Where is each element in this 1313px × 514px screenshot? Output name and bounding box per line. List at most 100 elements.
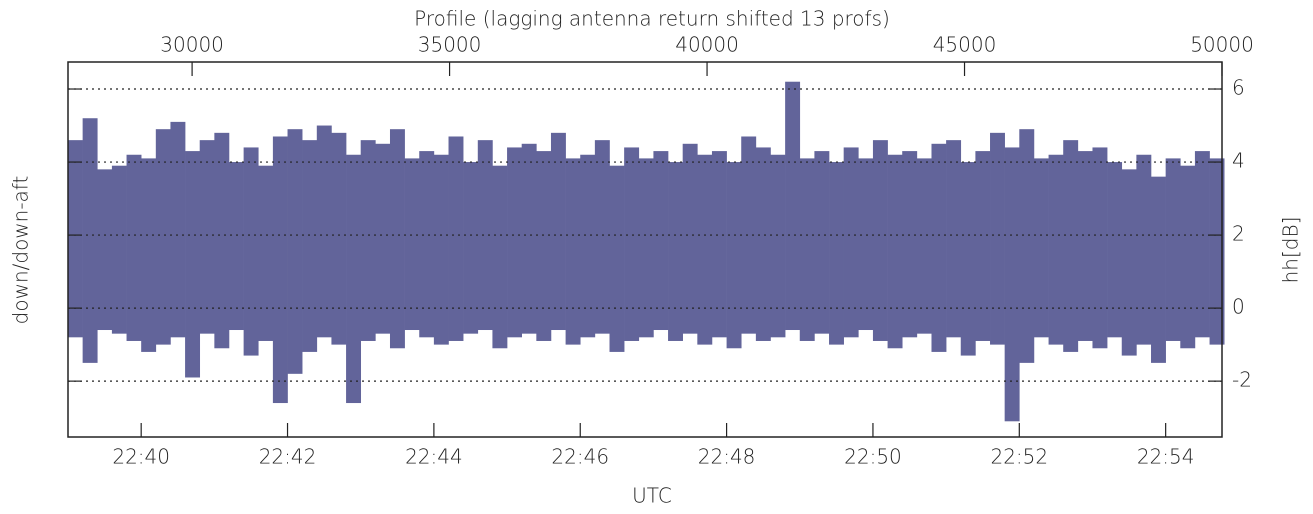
plot-frame [67,61,1223,438]
range-bar [82,118,98,363]
x-tick-label: 22:40 [112,445,170,469]
range-bar [843,147,859,338]
x2-tick-label: 45000 [933,33,997,57]
y2-axis-label: hh[dB] [1279,217,1303,284]
x-tick-label: 22:44 [405,445,463,469]
range-bar [228,162,244,331]
range-bar [565,158,581,345]
range-bar [272,136,288,404]
range-bar [316,125,332,338]
range-bar [375,143,391,334]
y-axis-label: down/down-aft [9,176,33,325]
range-bar [97,169,113,331]
x-tick-label: 22:54 [1137,445,1195,469]
range-bar [331,132,347,345]
range-bar [755,147,771,341]
y2-tick-label: 4 [1232,149,1245,173]
range-bar [550,132,566,331]
range-bar [463,162,479,334]
range-bar [960,162,976,356]
range-bar [1077,151,1093,341]
range-bar [521,143,537,334]
range-bar [1151,176,1166,363]
range-bar [726,162,742,349]
range-bar [507,147,522,338]
range-bar [477,140,493,331]
range-bar [858,158,874,331]
range-bar [594,140,610,334]
range-bar [141,158,157,352]
range-bar [1004,147,1020,422]
x-tick-label: 22:52 [990,445,1048,469]
range-bar [1063,140,1079,352]
range-bar [346,154,362,404]
y2-tick-label: 2 [1232,222,1245,246]
range-bar [814,151,830,334]
y2-tick-label: 6 [1232,76,1245,100]
range-bar [1092,147,1108,349]
x-tick-label: 22:50 [844,445,902,469]
range-bar [711,151,727,338]
x-tick-label: 22:46 [551,445,609,469]
range-bar [536,151,552,341]
range-bar [199,140,215,334]
range-bar [609,165,625,352]
range-bar [931,143,947,352]
range-bar [1048,154,1064,345]
range-bar [1033,158,1049,338]
range-bar [697,154,713,345]
range-bar [902,151,918,338]
range-bar [1165,158,1181,341]
x-axis-label: UTC [632,484,672,508]
range-bar [1136,154,1152,345]
x-tick-label: 22:42 [259,445,317,469]
range-bar [111,165,127,334]
range-bar [243,147,259,356]
range-bar [916,158,932,334]
range-bar [1121,169,1137,356]
range-bar [785,81,801,331]
x2-tick-label: 40000 [675,33,739,57]
range-bar [946,140,962,338]
range-bar [1209,158,1225,345]
range-bar [990,132,1005,345]
chart-title: Profile (lagging antenna return shifted … [414,7,890,31]
range-bar [492,165,508,349]
range-bar [799,158,815,341]
range-bar [155,129,171,345]
range-bar [1194,151,1210,338]
range-bar [170,121,186,338]
range-bar [624,147,640,341]
range-bar [975,151,991,341]
range-bar [419,151,435,338]
range-bar [1019,129,1035,363]
range-bar [302,140,318,352]
range-bar [126,154,142,341]
range-bar [389,129,405,349]
x2-tick-label: 50000 [1190,33,1254,57]
range-bar [287,129,303,374]
x2-tick-label: 30000 [160,33,224,57]
x-tick-label: 22:48 [698,445,756,469]
range-bar [448,136,464,341]
y2-tick-label: -2 [1232,368,1252,392]
range-bar [185,151,201,378]
range-bar [258,165,274,341]
range-bar [68,140,83,338]
range-bar [404,158,420,331]
y2-tick-label: 0 [1232,295,1245,319]
range-bar [580,154,596,338]
range-bar [887,154,903,349]
range-bar [1107,162,1123,338]
range-bar [653,151,669,331]
range-bar [872,140,888,341]
range-bar [638,158,654,338]
range-bar [214,132,230,349]
range-bar [668,162,683,341]
range-bar [829,162,844,345]
range-bar [433,154,449,345]
x2-tick-label: 35000 [418,33,482,57]
range-bar [682,143,698,334]
range-bar [1180,165,1196,349]
